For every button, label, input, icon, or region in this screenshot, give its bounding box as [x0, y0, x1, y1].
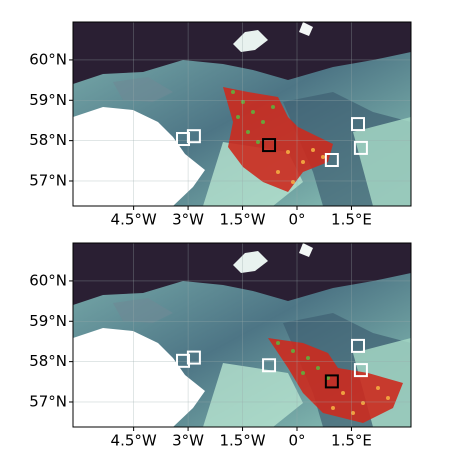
x-tick-label: 1.5°W	[219, 211, 265, 229]
y-tick-label: 59°N	[29, 312, 67, 330]
y-tick-label: 57°N	[29, 392, 67, 410]
site-marker	[324, 374, 339, 389]
site-marker	[186, 350, 201, 365]
x-tick-label: 1.5°E	[331, 432, 372, 450]
x-tick-label: 0°	[288, 211, 305, 229]
y-tick-label: 58°N	[29, 352, 67, 370]
x-tick-label: 3°W	[172, 432, 204, 450]
x-tick-label: 4.5°W	[111, 432, 157, 450]
x-tick-label: 1.5°W	[219, 432, 265, 450]
map-panel-2	[73, 243, 411, 427]
y-tick-label: 60°N	[29, 50, 67, 68]
map-panel-1	[73, 22, 411, 206]
y-tick-label: 58°N	[29, 131, 67, 149]
y-tick-label: 59°N	[29, 91, 67, 109]
site-marker	[186, 129, 201, 144]
x-tick-label: 0°	[288, 432, 305, 450]
y-tick-label: 60°N	[29, 271, 67, 289]
particles-green	[276, 341, 330, 380]
x-tick-label: 3°W	[172, 211, 204, 229]
particle-cloud	[223, 87, 333, 192]
x-tick-label: 4.5°W	[111, 211, 157, 229]
axes-frame	[72, 21, 412, 207]
particles-green	[231, 90, 275, 144]
site-marker	[176, 353, 191, 368]
site-marker	[176, 132, 191, 147]
site-marker	[350, 338, 365, 353]
site-marker	[353, 140, 368, 155]
site-marker	[324, 153, 339, 167]
site-marker	[262, 358, 277, 373]
y-tick-label: 57°N	[29, 171, 67, 189]
axes-frame	[72, 242, 412, 428]
site-marker	[262, 138, 277, 153]
x-tick-label: 1.5°E	[331, 211, 372, 229]
site-marker	[350, 117, 365, 132]
site-marker	[353, 363, 368, 378]
